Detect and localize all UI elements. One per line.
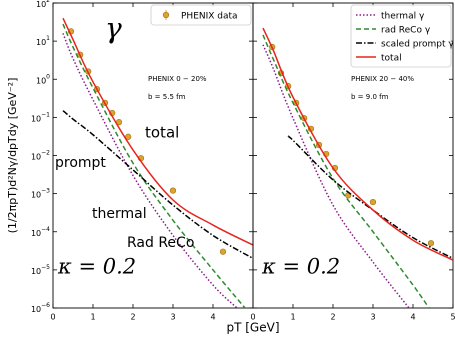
data-point <box>125 133 132 140</box>
curve <box>62 110 253 260</box>
plot-frame <box>252 2 454 309</box>
y-tick-label: 10−6 <box>31 302 50 314</box>
x-tick-label: 0 <box>250 313 255 322</box>
curve <box>262 27 453 261</box>
plot-area <box>62 17 253 308</box>
y-tick-label: 10−2 <box>31 149 50 161</box>
annotation: total <box>145 124 179 142</box>
legend-box <box>150 4 252 26</box>
x-axis-label: pT [GeV] <box>226 321 279 335</box>
x-tick-label: 1 <box>90 313 95 322</box>
data-point <box>427 240 435 247</box>
plot-area <box>262 27 453 308</box>
x-tick-label: 3 <box>370 313 375 322</box>
y-tick-label: 10−4 <box>31 225 50 237</box>
annotation: Rad ReCo <box>127 235 194 251</box>
legend-label: total <box>381 54 402 64</box>
data-point <box>219 248 227 255</box>
x-tick-label: 3 <box>170 313 175 322</box>
y-axis-label: (1/2πpT)d²Nγ/dpTdy [GeV⁻²] <box>6 78 19 234</box>
x-tick-label: 5 <box>450 313 455 322</box>
annotation: γ <box>105 12 122 45</box>
y-tick-label: 10−5 <box>31 263 50 275</box>
x-tick-label: 2 <box>330 313 335 322</box>
y-tick-label: 10−3 <box>31 187 50 199</box>
x-tick-label: 4 <box>210 313 215 322</box>
legend-swatch <box>162 11 170 19</box>
legend-label: rad ReCo γ <box>381 26 431 36</box>
x-tick-label: 0 <box>50 313 55 322</box>
x-tick-label: 2 <box>130 313 135 322</box>
x-tick-label: 1 <box>290 313 295 322</box>
annotation: PHENIX 20 − 40% <box>351 75 414 83</box>
curve <box>262 34 430 308</box>
curve <box>62 23 246 308</box>
annotation: κ = 0.2 <box>57 255 136 279</box>
y-tick-label: 101 <box>36 35 50 47</box>
y-tick-label: 10−1 <box>31 111 50 123</box>
curve <box>262 44 410 308</box>
y-tick-label: 102 <box>36 0 50 9</box>
x-tick-label: 4 <box>410 313 415 322</box>
annotation: thermal <box>92 206 147 222</box>
legend-label: thermal γ <box>381 12 425 22</box>
data-point <box>169 187 177 194</box>
curve <box>62 33 238 308</box>
legend-label: scaled prompt γ <box>381 40 454 50</box>
annotation: b = 9.0 fm <box>351 93 389 101</box>
legend-box <box>350 4 452 68</box>
legend-label: PHENIX data <box>181 12 238 22</box>
data-point <box>369 198 377 206</box>
annotation: PHENIX 0 − 20% <box>148 75 207 83</box>
annotation: κ = 0.2 <box>261 255 340 279</box>
y-tick-label: 100 <box>36 73 50 85</box>
curve <box>62 17 253 246</box>
annotation: b = 5.5 fm <box>148 93 186 101</box>
curve <box>287 135 453 260</box>
annotation: prompt <box>55 155 106 171</box>
